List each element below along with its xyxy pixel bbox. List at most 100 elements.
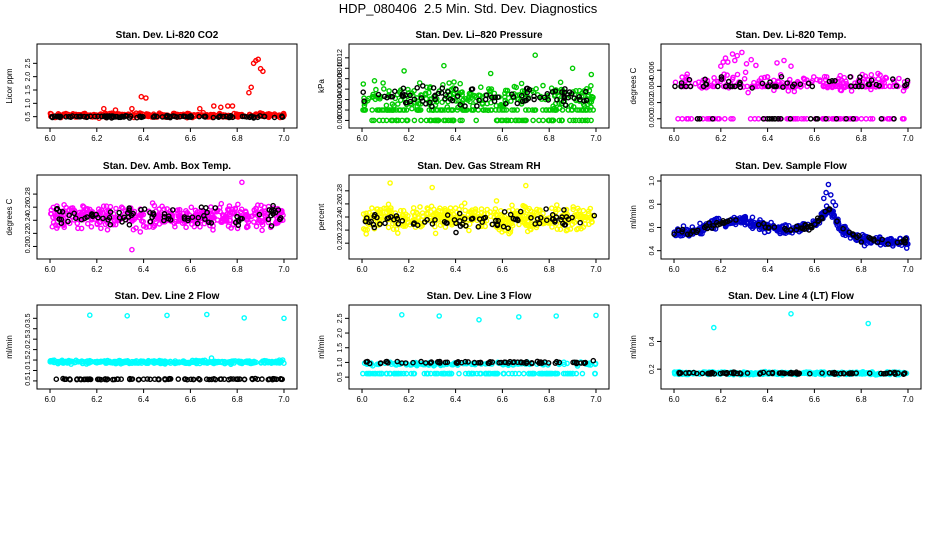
data-point: [134, 114, 140, 121]
data-point: [703, 223, 710, 229]
data-point: [122, 216, 129, 223]
data-point: [104, 376, 111, 383]
data-point: [232, 206, 239, 212]
data-point: [730, 74, 736, 81]
data-point: [523, 107, 529, 113]
data-point: [218, 359, 225, 366]
data-point: [442, 205, 448, 212]
data-point: [765, 224, 772, 231]
chart-title: Stan. Dev. Li-820 Temp.: [736, 30, 847, 41]
data-point: [771, 224, 778, 230]
data-point: [729, 51, 736, 57]
data-point: [450, 107, 456, 113]
data-point: [565, 216, 572, 222]
data-point: [509, 91, 515, 97]
data-point: [823, 74, 830, 80]
data-point: [432, 217, 438, 223]
data-point: [500, 223, 507, 230]
data-point: [418, 358, 424, 365]
data-point: [765, 83, 771, 90]
data-point: [241, 315, 247, 321]
data-point: [887, 83, 893, 90]
series-2: [362, 206, 598, 236]
data-point: [857, 74, 863, 80]
data-point: [386, 107, 393, 113]
data-point: [718, 74, 725, 80]
x-tick-label: 6.2: [403, 134, 415, 143]
data-point: [397, 207, 404, 214]
data-point: [773, 83, 780, 90]
data-point: [734, 71, 741, 78]
data-point: [383, 209, 390, 216]
x-tick-label: 6.8: [544, 395, 556, 404]
data-point: [492, 94, 498, 101]
data-point: [580, 213, 587, 220]
data-point: [838, 370, 844, 377]
data-point: [709, 225, 715, 231]
data-point: [364, 358, 371, 365]
data-point: [249, 376, 256, 383]
chart-title: Stan. Dev. Li-820 CO2: [116, 30, 219, 41]
data-point: [583, 88, 589, 95]
x-tick-label: 6.8: [544, 134, 556, 143]
data-point: [63, 114, 69, 120]
data-point: [212, 376, 219, 383]
data-point: [879, 236, 886, 243]
data-point: [424, 205, 431, 211]
data-point: [478, 206, 485, 212]
data-point: [203, 311, 210, 318]
data-point: [421, 370, 428, 377]
data-point: [543, 206, 549, 212]
data-point: [467, 98, 473, 105]
data-point: [384, 94, 390, 101]
data-point: [492, 107, 499, 113]
y-tick-label: 0.000: [337, 112, 344, 130]
x-tick-label: 6.6: [809, 134, 821, 143]
data-point: [537, 207, 543, 213]
chart-panel-5: Stan. Dev. Gas Stream RH percent 6.0 6.2 6.4…: [317, 161, 610, 274]
data-point: [217, 376, 223, 383]
data-point: [400, 370, 407, 377]
data-point: [73, 113, 80, 120]
data-point: [457, 80, 464, 87]
data-point: [371, 213, 378, 219]
data-point: [544, 217, 550, 223]
x-tick-label: 6.0: [44, 134, 56, 143]
data-point: [237, 358, 244, 365]
data-point: [87, 376, 94, 383]
data-point: [430, 85, 437, 91]
data-point: [537, 214, 544, 221]
data-point: [256, 211, 263, 218]
data-point: [515, 117, 521, 124]
data-point: [441, 218, 448, 225]
data-point: [253, 223, 260, 230]
data-point: [520, 209, 527, 216]
data-point: [392, 370, 399, 377]
data-point: [482, 214, 489, 221]
data-point: [498, 214, 505, 220]
data-point: [161, 210, 168, 217]
data-point: [250, 219, 257, 225]
data-point: [435, 217, 441, 223]
data-point: [679, 229, 685, 235]
data-point: [790, 116, 797, 122]
data-point: [570, 104, 577, 110]
data-point: [556, 117, 563, 124]
data-point: [383, 102, 390, 109]
data-point: [841, 370, 847, 377]
x-tick-label: 7.0: [590, 395, 602, 404]
data-point: [546, 107, 552, 113]
y-tick-label: 0.004: [337, 91, 344, 109]
data-point: [831, 371, 838, 377]
data-point: [672, 83, 678, 90]
data-point: [715, 83, 721, 90]
data-point: [875, 370, 881, 377]
data-point: [437, 205, 443, 211]
data-point: [386, 88, 392, 94]
data-point: [489, 359, 496, 365]
x-tick-label: 6.8: [856, 134, 868, 143]
data-point: [902, 236, 909, 242]
data-point: [171, 113, 178, 120]
y-tick-label: 0.22: [25, 226, 32, 240]
data-point: [760, 116, 767, 122]
